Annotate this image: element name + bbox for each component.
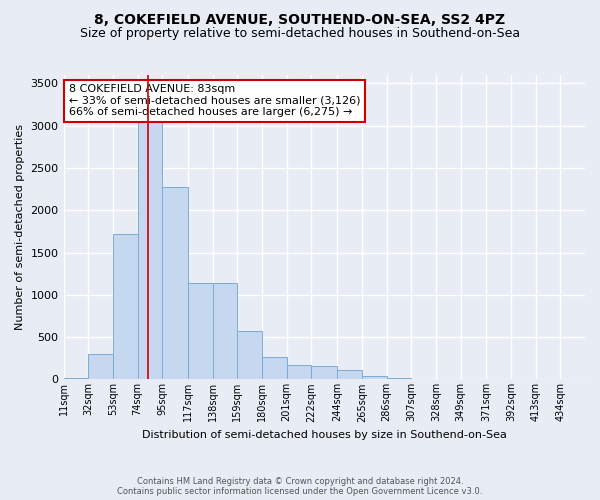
Bar — [386, 378, 411, 380]
Bar — [188, 283, 212, 380]
Y-axis label: Number of semi-detached properties: Number of semi-detached properties — [15, 124, 25, 330]
Bar — [362, 376, 386, 380]
Bar — [88, 354, 113, 380]
Text: 8, COKEFIELD AVENUE, SOUTHEND-ON-SEA, SS2 4PZ: 8, COKEFIELD AVENUE, SOUTHEND-ON-SEA, SS… — [94, 12, 506, 26]
Text: 8 COKEFIELD AVENUE: 83sqm
← 33% of semi-detached houses are smaller (3,126)
66% : 8 COKEFIELD AVENUE: 83sqm ← 33% of semi-… — [69, 84, 360, 117]
Text: Contains public sector information licensed under the Open Government Licence v3: Contains public sector information licen… — [118, 488, 482, 496]
Text: Size of property relative to semi-detached houses in Southend-on-Sea: Size of property relative to semi-detach… — [80, 28, 520, 40]
X-axis label: Distribution of semi-detached houses by size in Southend-on-Sea: Distribution of semi-detached houses by … — [142, 430, 507, 440]
Text: Contains HM Land Registry data © Crown copyright and database right 2024.: Contains HM Land Registry data © Crown c… — [137, 478, 463, 486]
Bar — [64, 378, 88, 380]
Bar — [287, 366, 311, 380]
Bar — [311, 366, 337, 380]
Bar — [262, 358, 287, 380]
Bar — [212, 283, 238, 380]
Bar — [238, 331, 262, 380]
Bar — [337, 370, 362, 380]
Bar — [162, 186, 188, 380]
Bar — [137, 97, 162, 380]
Bar — [113, 234, 137, 380]
